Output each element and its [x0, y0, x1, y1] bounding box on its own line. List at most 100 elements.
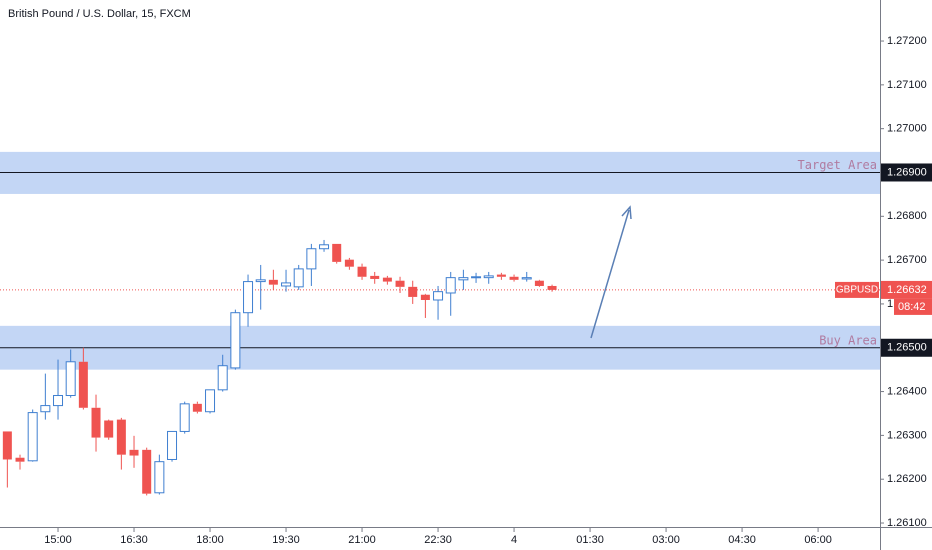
candle-body	[420, 294, 430, 300]
x-tick-label: 19:30	[272, 534, 300, 546]
y-tick-label: 1.27100	[887, 79, 927, 91]
candle-body	[547, 285, 557, 290]
candle-body	[509, 276, 519, 280]
candle	[154, 454, 165, 495]
candle	[167, 430, 178, 462]
candle	[15, 454, 25, 470]
candle	[40, 373, 51, 420]
candle-body	[167, 430, 178, 460]
candle	[306, 243, 317, 286]
candle	[332, 243, 342, 264]
candle-body	[433, 291, 444, 301]
candle	[281, 269, 292, 292]
candle-body	[357, 266, 367, 277]
price-label: 1.26632	[887, 284, 927, 296]
y-tick-label: 1.26800	[887, 210, 927, 222]
candle	[521, 271, 532, 282]
candle	[534, 279, 544, 287]
candle-body	[154, 461, 165, 494]
candle-body	[408, 286, 418, 297]
zone-label: Target Area	[798, 158, 877, 172]
candle-body	[192, 403, 202, 412]
candle-body	[217, 365, 228, 391]
candle	[65, 349, 76, 398]
candle	[483, 271, 494, 284]
candle	[420, 293, 430, 318]
trend-arrow	[590, 209, 630, 339]
candle-body	[104, 420, 114, 438]
candle-body	[332, 243, 342, 262]
zone-label: Buy Area	[819, 333, 877, 347]
axes: 1.27200 1.27100 1.27000 1.26800 1.26700 1.266…	[44, 35, 932, 546]
y-tick-label: 1.26400	[887, 385, 927, 397]
candle	[357, 263, 367, 280]
y-tick-label: 1.26100	[887, 517, 927, 529]
candle	[268, 269, 278, 290]
x-tick-label: 15:00	[44, 534, 72, 546]
candle	[395, 276, 405, 293]
candle	[205, 389, 216, 414]
y-tick-label: 1.27000	[887, 123, 927, 135]
candle-body	[142, 449, 152, 494]
candle-body	[534, 280, 544, 286]
candle-body	[344, 259, 354, 267]
candle	[445, 271, 456, 316]
candle	[319, 239, 330, 252]
level-badge	[881, 163, 932, 182]
candle	[116, 417, 126, 470]
candle	[408, 280, 418, 304]
candle-body	[78, 361, 88, 408]
candle	[53, 359, 64, 420]
x-tick-label: 4	[511, 534, 517, 546]
candle	[142, 447, 152, 496]
candle	[509, 274, 519, 282]
candle-body	[91, 407, 101, 438]
level-label: 1.26500	[887, 342, 927, 354]
candle-body	[230, 312, 241, 369]
candle-body	[27, 412, 38, 462]
x-tick-label: 04:30	[728, 534, 756, 546]
level-badge	[881, 338, 932, 357]
candle	[547, 284, 557, 292]
candle-body	[445, 277, 456, 294]
candle	[192, 401, 202, 414]
y-tick-label: 1.26700	[887, 254, 927, 266]
candle	[243, 274, 254, 327]
candle	[230, 309, 241, 370]
candle-body	[255, 279, 266, 283]
candle-body	[40, 405, 51, 413]
arrow-head	[621, 205, 632, 220]
x-tick-label: 06:00	[804, 534, 832, 546]
chart-title: British Pound / U.S. Dollar, 15, FXCM	[8, 8, 191, 20]
candle-body	[395, 280, 405, 287]
candle	[129, 435, 139, 468]
candle	[293, 264, 304, 290]
candle-body	[293, 268, 304, 288]
countdown-badge	[894, 298, 932, 315]
x-tick-label: 18:00	[196, 534, 224, 546]
level-label: 1.26900	[887, 166, 927, 178]
candle	[217, 354, 228, 392]
x-tick-label: 22:30	[424, 534, 452, 546]
y-tick-label: 1.26300	[887, 429, 927, 441]
candle-body	[243, 281, 254, 314]
candle	[382, 275, 392, 285]
candle-body	[382, 277, 392, 282]
candle-body	[179, 403, 190, 432]
symbol-label: GBPUSD	[836, 285, 878, 296]
candle	[344, 257, 354, 270]
candle	[179, 401, 190, 434]
candle-body	[53, 395, 64, 407]
candle	[433, 285, 444, 320]
candle-body	[2, 431, 12, 460]
candle-body	[15, 457, 25, 462]
candle-body	[65, 361, 76, 397]
y-tick-label: 1.26200	[887, 473, 927, 485]
candle-body	[458, 277, 469, 281]
candle-body	[281, 282, 292, 287]
candle-body	[306, 248, 317, 270]
x-tick-label: 03:00	[652, 534, 680, 546]
x-tick-label: 01:30	[576, 534, 604, 546]
